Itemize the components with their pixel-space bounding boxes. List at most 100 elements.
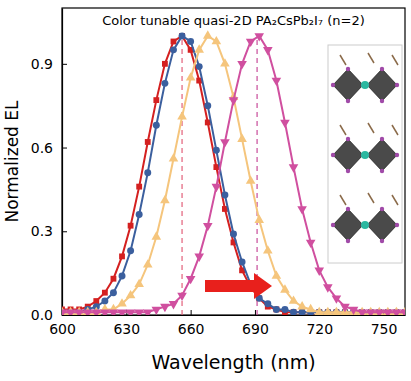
marker — [357, 309, 367, 315]
marker — [177, 293, 187, 301]
iodide — [346, 239, 350, 243]
marker — [332, 295, 342, 303]
plot-area — [62, 30, 405, 315]
marker — [400, 309, 405, 315]
octahedron — [333, 209, 363, 241]
marker — [229, 97, 239, 105]
marker — [136, 184, 142, 190]
marker — [383, 309, 393, 315]
marker — [239, 258, 246, 265]
octahedron — [333, 69, 363, 101]
marker — [134, 279, 144, 287]
marker — [237, 134, 247, 142]
marker — [306, 304, 316, 312]
marker — [152, 231, 162, 239]
y-axis-title: Normalized EL — [2, 100, 22, 223]
marker — [374, 309, 384, 315]
x-tick-label: 720 — [306, 321, 333, 337]
x-tick-label: 660 — [178, 321, 205, 337]
marker — [194, 254, 204, 262]
marker — [290, 309, 297, 315]
marker — [126, 309, 136, 315]
marker — [62, 309, 67, 315]
iodide — [346, 99, 350, 103]
marker — [230, 231, 237, 238]
marker — [272, 78, 282, 86]
marker — [297, 301, 307, 309]
organic-chain — [368, 193, 374, 203]
marker — [170, 46, 177, 53]
marker — [263, 245, 273, 253]
marker — [280, 284, 290, 292]
octahedron — [367, 69, 397, 101]
x-tick-mark — [255, 310, 256, 315]
marker — [254, 33, 264, 41]
marker — [162, 61, 168, 67]
marker — [297, 206, 307, 214]
marker — [160, 195, 170, 203]
octahedron — [367, 139, 397, 171]
marker — [332, 307, 342, 315]
marker — [145, 139, 151, 145]
marker — [111, 276, 117, 282]
marker — [136, 211, 143, 218]
marker — [143, 309, 153, 315]
organic-chain — [368, 53, 374, 63]
marker — [144, 169, 151, 176]
iodide — [346, 67, 350, 71]
marker — [366, 309, 376, 315]
marker — [102, 290, 108, 296]
marker — [220, 139, 230, 147]
marker — [153, 97, 159, 103]
x-tick: 690 — [242, 310, 269, 337]
structure-inset — [328, 45, 402, 263]
x-axis-title: Wavelength (nm) — [151, 351, 315, 373]
y-tick: 0.3 — [31, 223, 67, 239]
iodide — [346, 207, 350, 211]
chart-title: Color tunable quasi-2D PA₂CsPb₂I₇ (n=2) — [102, 13, 365, 28]
marker — [299, 309, 306, 315]
marker — [340, 304, 350, 312]
marker — [161, 80, 168, 87]
marker — [281, 306, 288, 313]
marker — [246, 39, 256, 47]
marker — [128, 223, 134, 229]
iodide — [395, 83, 399, 87]
y-tick-mark — [62, 315, 67, 316]
organic-chain — [368, 123, 374, 133]
iodide — [331, 223, 335, 227]
marker — [212, 184, 222, 192]
series-markers — [62, 30, 405, 315]
marker — [83, 309, 93, 315]
y-tick-mark — [62, 148, 67, 149]
marker — [153, 122, 160, 129]
y-tick: 0.9 — [31, 56, 67, 72]
iodide — [380, 99, 384, 103]
marker — [194, 44, 204, 52]
series-line — [62, 36, 405, 312]
marker — [254, 215, 264, 223]
marker — [264, 300, 271, 307]
iodide — [380, 67, 384, 71]
marker — [119, 272, 126, 279]
iodide — [380, 137, 384, 141]
x-tick-label: 630 — [113, 321, 140, 337]
marker — [171, 39, 177, 45]
series-markers — [62, 32, 405, 315]
marker — [263, 47, 273, 55]
marker — [204, 102, 211, 109]
marker — [110, 289, 117, 296]
marker — [109, 309, 119, 315]
reference-line — [181, 36, 182, 315]
marker — [221, 192, 228, 199]
marker — [100, 309, 110, 315]
marker — [187, 38, 194, 45]
marker — [273, 307, 279, 313]
iodide — [380, 239, 384, 243]
marker — [186, 276, 196, 284]
marker — [314, 307, 324, 315]
x-tick-label: 600 — [49, 321, 76, 337]
y-tick-mark — [62, 64, 67, 65]
y-tick-label: 0.0 — [31, 307, 53, 323]
marker — [127, 247, 134, 254]
